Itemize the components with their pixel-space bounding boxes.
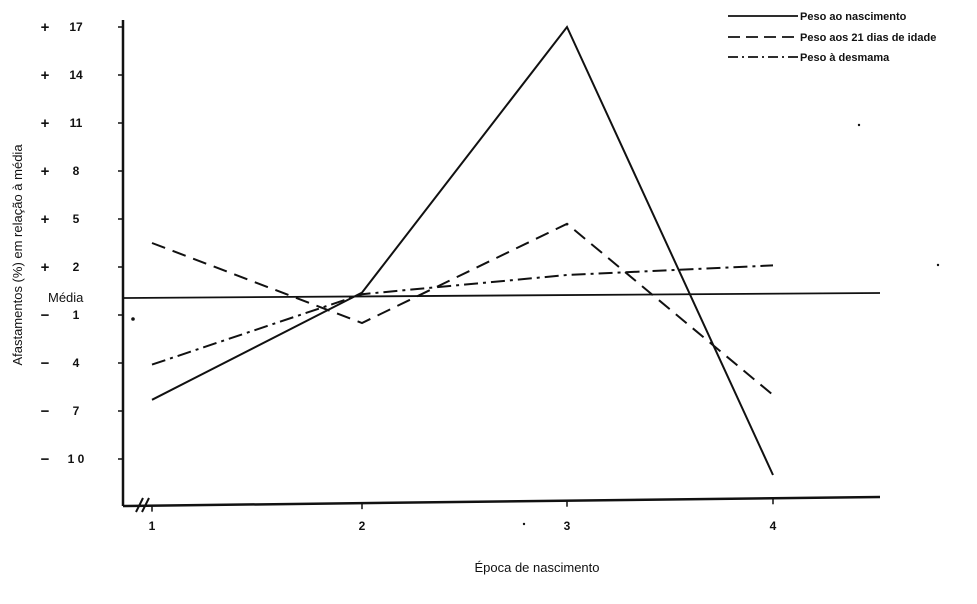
series-line-3	[151, 264, 774, 366]
stray-dot	[522, 522, 526, 526]
y-tick-label: 5	[73, 212, 80, 226]
reference-line-media	[122, 292, 881, 299]
y-tick-sign: +	[41, 163, 50, 180]
axis-break	[135, 497, 150, 513]
y-tick-sign: +	[41, 19, 50, 36]
y-tick-label: 4	[73, 356, 80, 370]
series-line-2	[151, 222, 774, 396]
x-axis	[122, 495, 881, 508]
y-tick-label: 2	[73, 260, 80, 274]
y-tick-sign: +	[41, 115, 50, 132]
legend-label-peso-ao-nascimento: Peso ao nascimento	[800, 11, 907, 23]
y-tick-sign: +	[41, 259, 50, 276]
x-tick-label: 1	[149, 519, 156, 533]
y-tick-label: 7	[73, 404, 80, 418]
x-tick-label: 4	[770, 519, 777, 533]
legend-label-peso-aos-21-dias: Peso aos 21 dias de idade	[800, 32, 936, 44]
y-tick-sign: −	[41, 307, 50, 324]
x-axis-title: Época de nascimento	[474, 560, 599, 575]
y-tick-label: 1 0	[68, 452, 85, 466]
y-tick-label: 11	[70, 116, 83, 130]
y-tick-sign: −	[41, 451, 50, 468]
x-tick-label: 2	[359, 519, 366, 533]
y-axis-title: Afastamentos (%) em relação à média	[10, 144, 25, 366]
y-tick-sign: +	[41, 211, 50, 228]
reference-layer: Média	[48, 290, 881, 305]
y-tick-label: 8	[73, 164, 80, 178]
legend-label-peso-a-desmama: Peso à desmama	[800, 52, 890, 64]
series-layer	[151, 25, 774, 476]
series-line-1	[151, 25, 774, 476]
stray-dot	[857, 123, 861, 127]
legend: Peso ao nascimento Peso aos 21 dias de i…	[728, 11, 936, 64]
y-tick-sign: −	[41, 355, 50, 372]
stray-dot	[131, 317, 135, 321]
stray-dot	[936, 263, 940, 267]
y-tick-label: 14	[69, 68, 83, 82]
y-tick-sign: +	[41, 67, 50, 84]
reference-label-media: Média	[48, 290, 84, 305]
y-tick-label: 17	[69, 20, 83, 34]
x-ticks: 1 2 3 4	[149, 498, 777, 533]
axes	[121, 20, 881, 513]
y-ticks: +17 + 14 + 11 + 8 + 5 + 2 − 1 − 4 − 7 − 1 0	[41, 19, 123, 468]
x-tick-label: 3	[564, 519, 571, 533]
y-tick-sign: −	[41, 403, 50, 420]
y-tick-label: 1	[73, 308, 80, 322]
